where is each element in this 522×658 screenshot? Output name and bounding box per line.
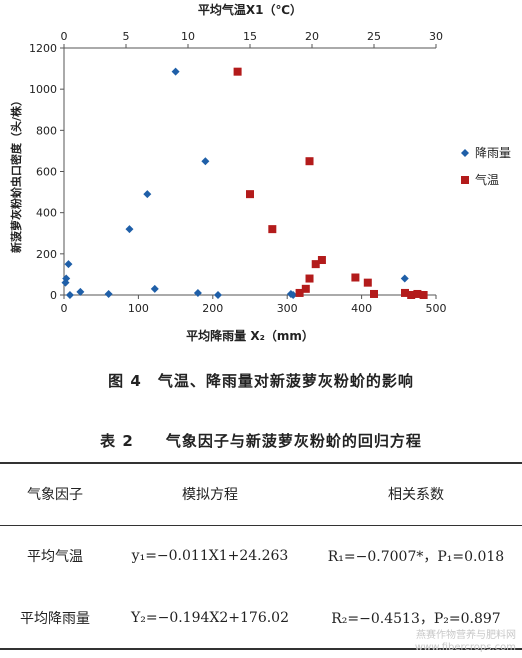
temperature-point: [419, 291, 428, 299]
temperature-point: [301, 284, 310, 293]
bottom-tick-label: 200: [202, 302, 223, 315]
y-tick-label: 200: [36, 248, 57, 261]
temperature-series: [233, 67, 428, 299]
y-tick-label: 0: [50, 289, 57, 302]
rainfall-point: [125, 225, 134, 234]
top-tick-label: 30: [429, 30, 443, 43]
rainfall-point: [143, 190, 152, 199]
y-tick-label: 1200: [29, 42, 57, 55]
rainfall-point: [289, 291, 298, 299]
factor-cell: 平均气温: [27, 549, 83, 566]
regression-table: 气象因子 模拟方程 相关系数 平均气温 y₁=−0.011X1+24.263 R…: [0, 462, 522, 650]
top-x-axis: 0 5 10 15 20 25 30: [61, 30, 443, 48]
top-tick-label: 15: [243, 30, 257, 43]
y-tick-label: 600: [36, 166, 57, 179]
rainfall-point: [201, 157, 210, 166]
temperature-point: [363, 278, 372, 287]
y-axis-title: 新菠萝灰粉蚧虫口密度（头/株）: [9, 95, 23, 253]
watermark-line-1: 燕赛作物营养与肥料网: [416, 630, 516, 641]
equation-cell: y₁=−0.011X1+24.263: [131, 548, 289, 565]
temperature-point: [370, 289, 378, 298]
y-tick-label: 800: [36, 124, 57, 137]
rainfall-point: [104, 289, 113, 298]
temperature-point: [305, 157, 314, 166]
top-axis-title: 平均气温X1（℃）: [198, 2, 302, 17]
top-tick-label: 0: [61, 30, 68, 43]
rainfall-point: [193, 288, 202, 297]
rainfall-point: [214, 291, 223, 299]
legend-rain-label: 降雨量: [475, 146, 511, 160]
bottom-tick-label: 100: [128, 302, 149, 315]
legend-rain-marker: [461, 149, 469, 157]
figure-caption: 图 4 气温、降雨量对新菠萝灰粉蚧的影响: [108, 372, 414, 390]
rainfall-series: [61, 67, 409, 299]
y-tick-label: 400: [36, 207, 57, 220]
temperature-point: [317, 256, 326, 265]
coefficient-cell: R₁=−0.7007*，P₁=0.018: [327, 549, 505, 566]
temperature-point: [295, 288, 304, 297]
bottom-tick-label: 400: [351, 302, 372, 315]
header-equation: 模拟方程: [110, 462, 310, 526]
temperature-point: [268, 225, 277, 234]
temperature-point: [305, 274, 314, 283]
scatter-chart: 0 200 400 600 800 1000 1200 0 5 10 15 20 25 30 0 100 2…: [9, 2, 511, 343]
table-title: 表 2 气象因子与新菠萝灰粉蚧的回归方程: [100, 432, 422, 450]
table-row: 平均降雨量 Y₂=−0.194X2+176.02 R₂=−0.4513，P₂=0…: [0, 587, 522, 650]
header-factor: 气象因子: [0, 462, 110, 526]
legend-temp-marker: [461, 176, 469, 184]
top-tick-label: 20: [305, 30, 319, 43]
rainfall-point: [76, 287, 85, 296]
top-tick-label: 10: [181, 30, 195, 43]
factor-cell: 平均降雨量: [0, 587, 110, 650]
bottom-axis-title: 平均降雨量 X₂（mm）: [186, 328, 314, 343]
temperature-point: [233, 67, 242, 76]
bottom-tick-label: 500: [426, 302, 447, 315]
coefficient-cell: R₂=−0.4513，P₂=0.897: [310, 587, 522, 650]
bottom-tick-label: 0: [61, 302, 68, 315]
bottom-x-axis: 0 100 200 300 400 500: [61, 295, 447, 315]
rainfall-point: [400, 274, 409, 283]
legend-temp-label: 气温: [475, 172, 499, 187]
temperature-point: [407, 291, 416, 299]
rainfall-point: [171, 67, 180, 76]
top-tick-label: 5: [123, 30, 130, 43]
plot-frame: [63, 47, 436, 296]
watermark: 燕赛作物营养与肥料网 www.fibercrops.com: [415, 630, 516, 654]
temperature-point: [246, 190, 254, 199]
temperature-point: [351, 273, 360, 282]
temperature-point: [311, 260, 320, 269]
equation-cell: Y₂=−0.194X2+176.02: [110, 587, 310, 650]
y-axis: 0 200 400 600 800 1000 1200: [29, 42, 64, 302]
legend: 降雨量 气温: [461, 146, 511, 187]
table-row: 平均气温 y₁=−0.011X1+24.263 R₁=−0.7007*，P₁=0…: [0, 525, 522, 587]
rainfall-point: [150, 284, 159, 293]
top-tick-label: 25: [367, 30, 381, 43]
y-tick-label: 1000: [29, 83, 57, 96]
bottom-tick-label: 300: [277, 302, 298, 315]
watermark-line-2: www.fibercrops.com: [414, 642, 516, 653]
table-header-row: 气象因子 模拟方程 相关系数: [0, 462, 522, 526]
rainfall-point: [62, 274, 71, 283]
temperature-point: [401, 288, 409, 297]
temperature-point: [413, 289, 422, 298]
rainfall-point: [64, 260, 73, 269]
rainfall-point: [65, 291, 74, 299]
header-coefficient: 相关系数: [310, 462, 522, 526]
